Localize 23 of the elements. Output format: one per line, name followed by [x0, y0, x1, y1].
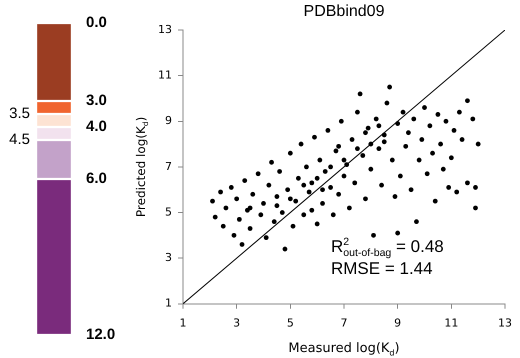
- y-tick-label: 13: [158, 22, 172, 36]
- x-tick-label: 9: [394, 316, 402, 330]
- y-tick-label: 9: [164, 114, 172, 128]
- y2-tick-label: 12.0: [86, 326, 116, 344]
- y-tick-label: 11: [158, 68, 172, 82]
- y-tick-label: 3.5: [9, 105, 30, 122]
- chart-title: PDBbind09: [304, 3, 385, 20]
- y-tick-label: 5: [164, 205, 172, 218]
- x-tick-label: 7: [340, 316, 348, 330]
- x-tick-label: 5: [286, 316, 294, 330]
- y-tick-label: 7: [164, 160, 172, 173]
- y2-tick-label: 6.0: [86, 170, 107, 188]
- x-tick-label: 11: [444, 316, 458, 330]
- y2-tick-label: 3.0: [86, 92, 107, 110]
- y-tick-label: 3: [164, 251, 172, 264]
- y-tick-label: 1: [164, 296, 172, 310]
- x-tick-label: 3: [233, 316, 240, 330]
- y-tick-label: 4.5: [9, 131, 30, 148]
- x-tick-label: 1: [179, 316, 186, 330]
- x-tick-label: 13: [498, 316, 512, 330]
- annotation: RMSE = 1.44: [330, 258, 433, 278]
- y2-tick-label: 4.0: [86, 118, 107, 136]
- y2-tick-label: 0.0: [86, 14, 107, 32]
